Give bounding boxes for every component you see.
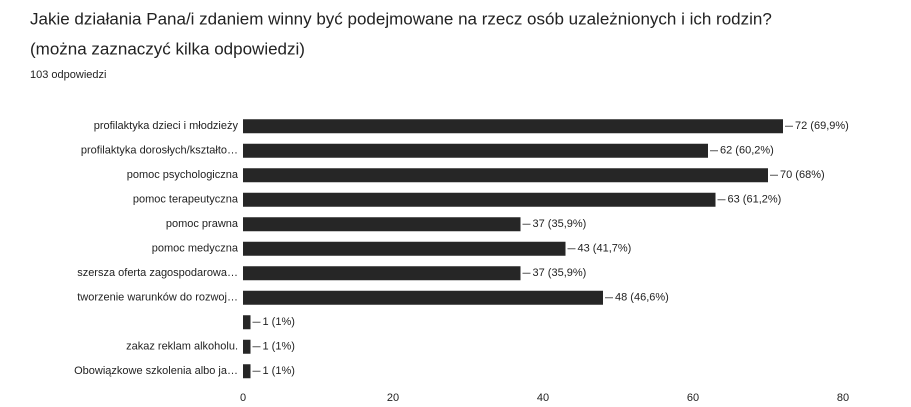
value-label: 37 (35,9%) (533, 218, 587, 230)
y-tick-label: tworzenie warunków do rozwoj… (77, 292, 238, 304)
y-tick-label: pomoc terapeutyczna (133, 194, 239, 206)
chart-subtitle: (można zaznaczyć kilka odpowiedzi) (30, 39, 305, 58)
y-tick-label: szersza oferta zagospodarowa… (77, 267, 238, 279)
value-label: 43 (41,7%) (578, 243, 632, 255)
value-label: 62 (60,2%) (720, 145, 774, 157)
bar (243, 339, 251, 354)
value-label: 63 (61,2%) (728, 194, 782, 206)
x-tick-label: 20 (387, 392, 399, 404)
bar (243, 217, 521, 232)
x-tick-label: 80 (837, 392, 849, 404)
value-label: 70 (68%) (780, 169, 825, 181)
y-tick-label: pomoc prawna (166, 218, 239, 230)
value-label: 1 (1%) (263, 341, 295, 353)
value-label: 72 (69,9%) (795, 120, 849, 132)
bar (243, 315, 251, 330)
bar (243, 143, 708, 158)
x-tick-label: 0 (240, 392, 246, 404)
x-tick-label: 60 (687, 392, 699, 404)
bar (243, 241, 566, 256)
y-tick-label: profilaktyka dorosłych/kształto… (81, 145, 238, 157)
y-tick-label: profilaktyka dzieci i młodzieży (94, 120, 239, 132)
bar (243, 168, 768, 183)
bar (243, 192, 716, 207)
y-tick-label: pomoc medyczna (152, 243, 239, 255)
response-count: 103 odpowiedzi (30, 69, 106, 81)
chart-title: Jakie działania Pana/i zdaniem winny być… (30, 9, 772, 28)
value-label: 1 (1%) (263, 365, 295, 377)
y-tick-label: Obowiązkowe szkolenia albo ja… (74, 365, 238, 377)
value-label: 37 (35,9%) (533, 267, 587, 279)
y-tick-label: pomoc psychologiczna (127, 169, 239, 181)
x-tick-label: 40 (537, 392, 549, 404)
bar (243, 364, 251, 379)
bar (243, 119, 783, 134)
value-label: 1 (1%) (263, 316, 295, 328)
value-label: 48 (46,6%) (615, 292, 669, 304)
bar (243, 290, 603, 305)
y-tick-label: zakaz reklam alkoholu. (126, 341, 238, 353)
bar (243, 266, 521, 281)
